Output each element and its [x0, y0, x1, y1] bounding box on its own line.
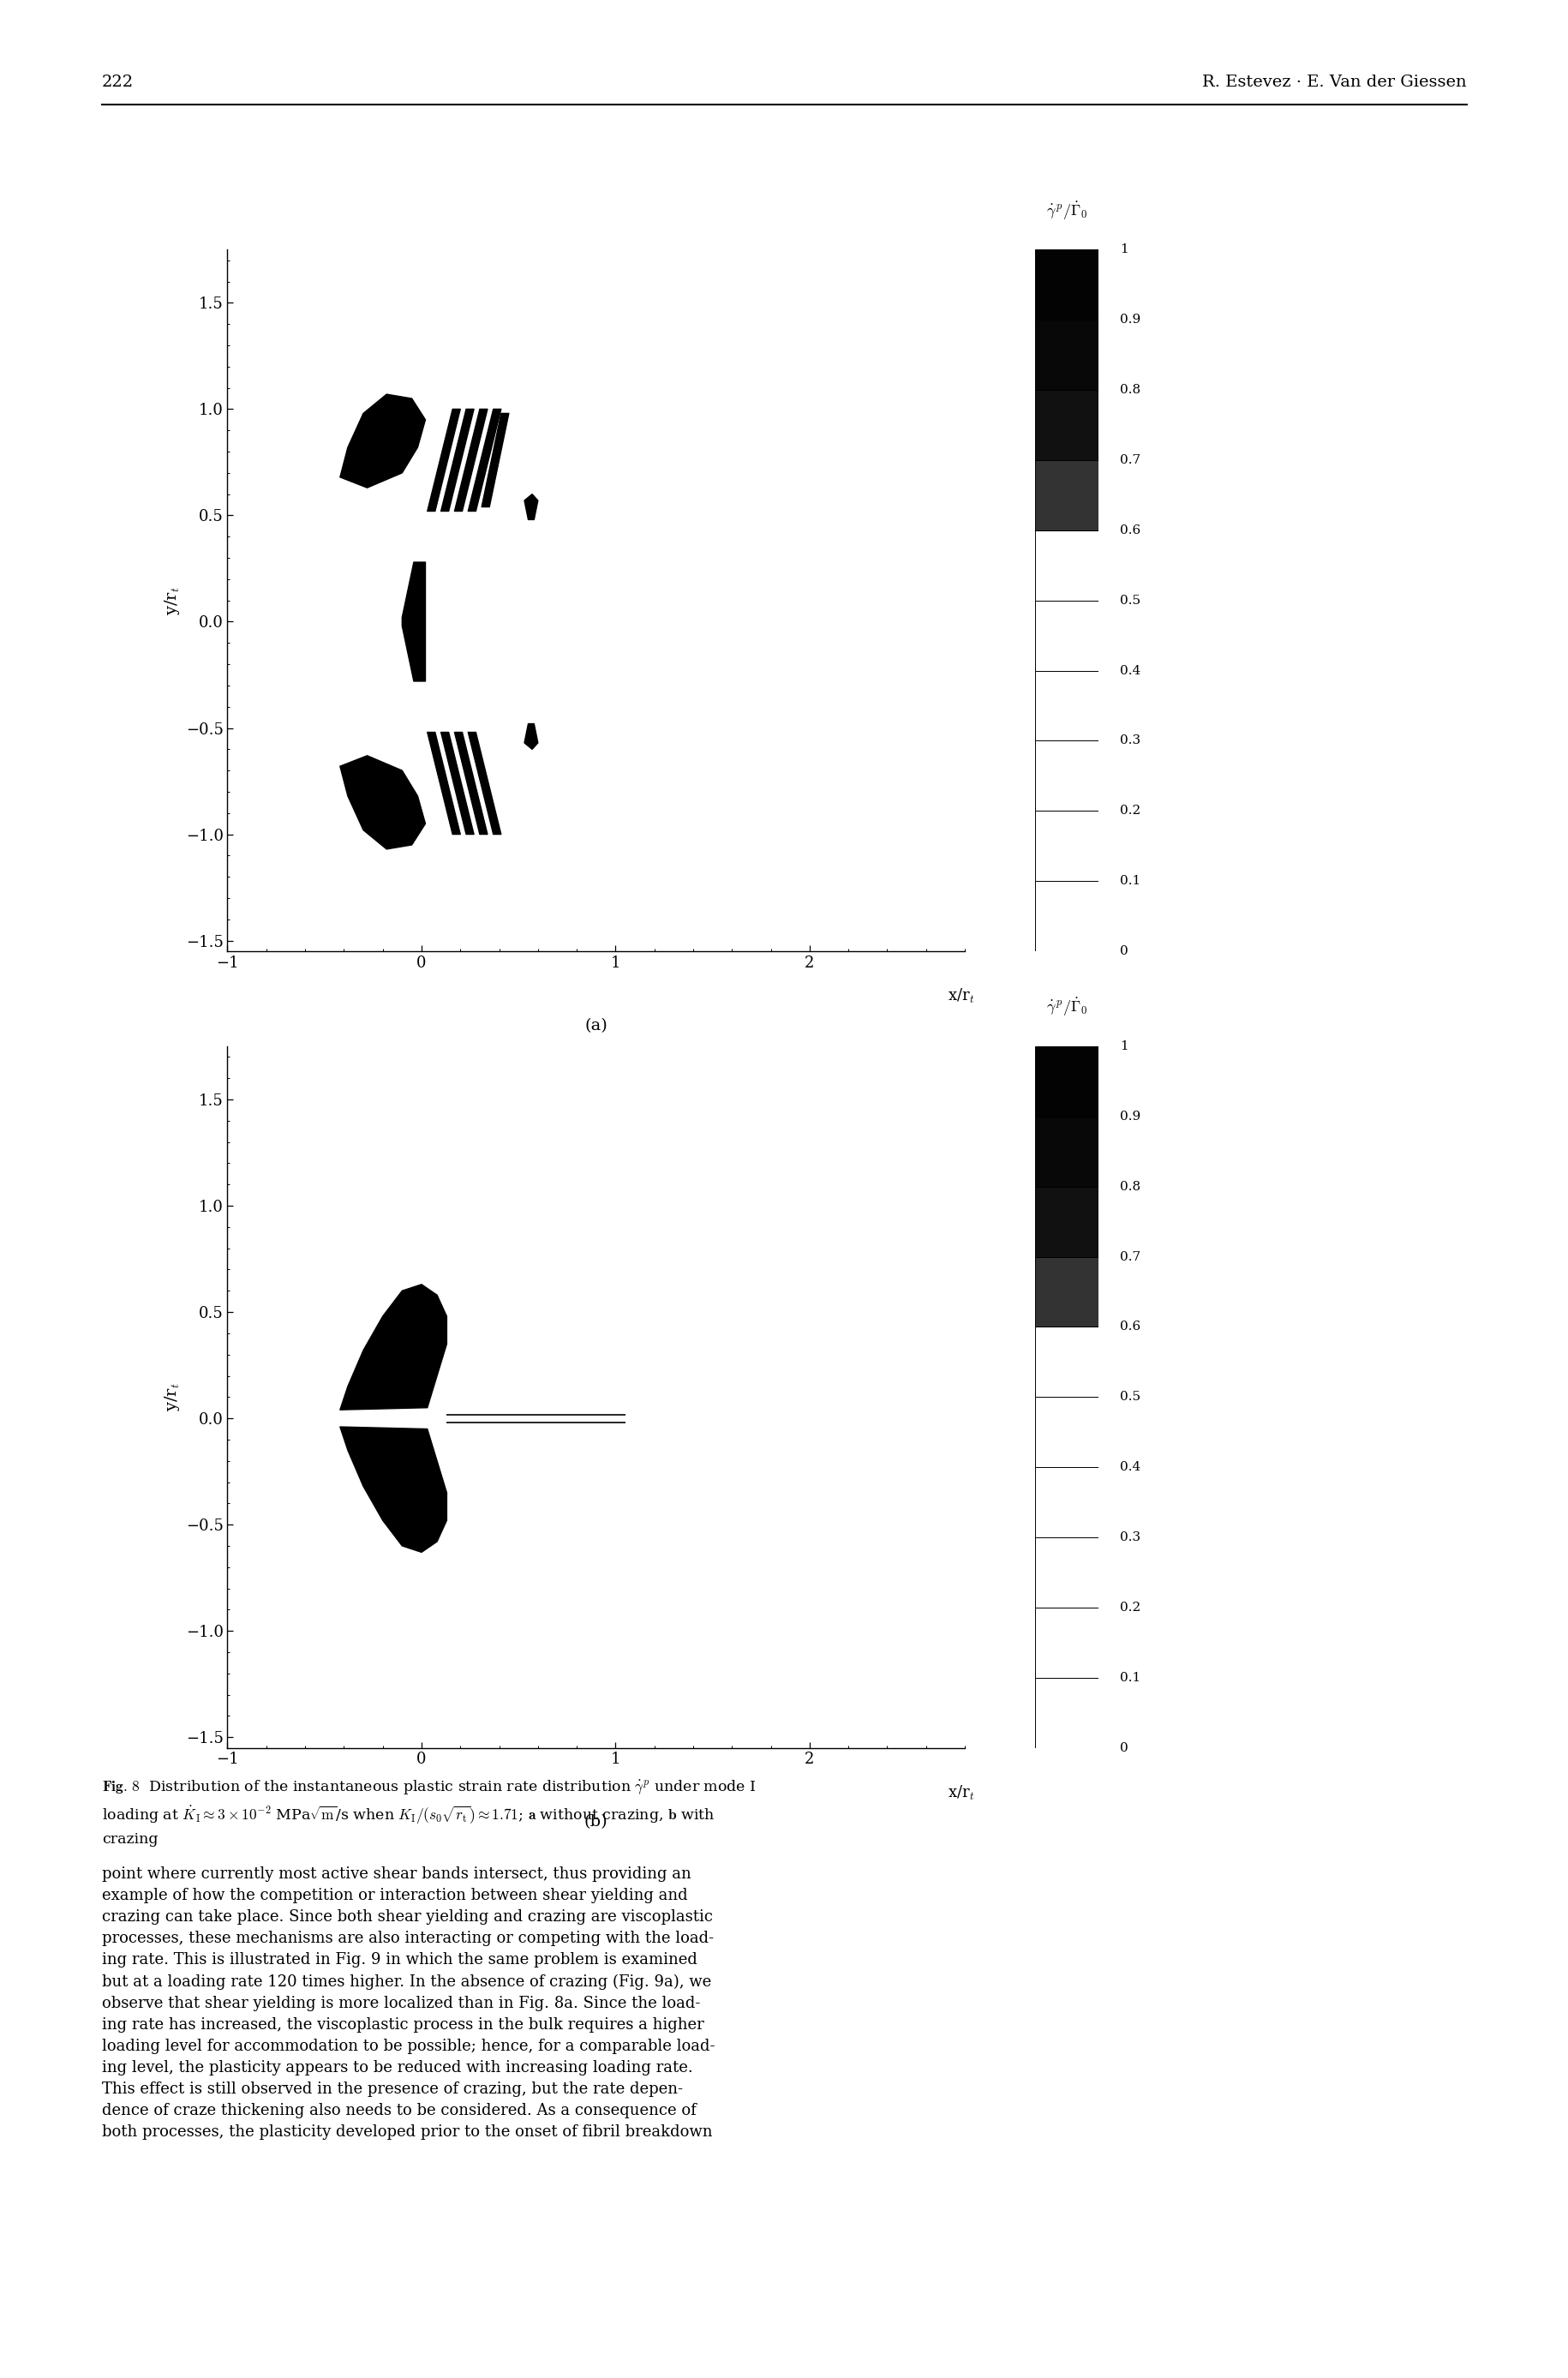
Y-axis label: y/r$_t$: y/r$_t$	[163, 1382, 182, 1413]
Text: 1: 1	[1120, 1039, 1127, 1053]
Bar	[1035, 1256, 1098, 1327]
Bar	[1035, 1187, 1098, 1256]
Text: 0.2: 0.2	[1120, 1600, 1140, 1615]
Bar	[1035, 1467, 1098, 1536]
Bar	[1035, 811, 1098, 882]
Text: 0.6: 0.6	[1120, 523, 1140, 537]
Text: 0.5: 0.5	[1120, 1391, 1140, 1403]
Text: 0: 0	[1120, 944, 1127, 958]
Bar	[1035, 599, 1098, 671]
Text: 0.5: 0.5	[1120, 594, 1140, 606]
Text: 1: 1	[1120, 243, 1127, 257]
Text: 222: 222	[102, 76, 133, 90]
Bar	[1035, 1118, 1098, 1187]
Text: $\dot{\gamma}^{\,p}/\dot{\Gamma}_0$: $\dot{\gamma}^{\,p}/\dot{\Gamma}_0$	[1046, 996, 1087, 1018]
Text: 0.4: 0.4	[1120, 1460, 1140, 1474]
Text: 0.1: 0.1	[1120, 1672, 1140, 1684]
Text: point where currently most active shear bands intersect, thus providing an
examp: point where currently most active shear …	[102, 1867, 715, 2140]
Bar	[1035, 319, 1098, 390]
Bar	[1035, 250, 1098, 321]
Bar	[1035, 742, 1098, 811]
Text: x/r$_t$: x/r$_t$	[947, 1784, 974, 1803]
Text: $\dot{\gamma}^{\,p}/\dot{\Gamma}_0$: $\dot{\gamma}^{\,p}/\dot{\Gamma}_0$	[1046, 200, 1087, 221]
Text: 0.3: 0.3	[1120, 1531, 1140, 1543]
Text: 0.7: 0.7	[1120, 454, 1140, 466]
Text: 0.9: 0.9	[1120, 1111, 1140, 1122]
Text: $\mathbf{Fig.\,8}$  Distribution of the instantaneous plastic strain rate distri: $\mathbf{Fig.\,8}$ Distribution of the i…	[102, 1779, 756, 1845]
Text: R. Estevez · E. Van der Giessen: R. Estevez · E. Van der Giessen	[1201, 76, 1466, 90]
Y-axis label: y/r$_t$: y/r$_t$	[163, 585, 182, 616]
Text: 0.7: 0.7	[1120, 1251, 1140, 1263]
Text: (a): (a)	[585, 1018, 607, 1034]
Bar	[1035, 1396, 1098, 1467]
Text: 0.8: 0.8	[1120, 383, 1140, 397]
Bar	[1035, 530, 1098, 599]
Text: 0.1: 0.1	[1120, 875, 1140, 887]
Bar	[1035, 459, 1098, 530]
Bar	[1035, 1046, 1098, 1115]
Bar	[1035, 1536, 1098, 1608]
Bar	[1035, 1327, 1098, 1396]
Text: 0.2: 0.2	[1120, 804, 1140, 818]
Text: 0.9: 0.9	[1120, 314, 1140, 326]
Text: 0.6: 0.6	[1120, 1320, 1140, 1334]
Text: (b): (b)	[583, 1814, 608, 1831]
Bar	[1035, 882, 1098, 951]
Bar	[1035, 671, 1098, 742]
Text: 0: 0	[1120, 1741, 1127, 1755]
Text: 0.4: 0.4	[1120, 663, 1140, 678]
Text: x/r$_t$: x/r$_t$	[947, 987, 974, 1006]
Text: 0.3: 0.3	[1120, 735, 1140, 747]
Bar	[1035, 1608, 1098, 1679]
Bar	[1035, 390, 1098, 461]
Bar	[1035, 1679, 1098, 1748]
Text: 0.8: 0.8	[1120, 1179, 1140, 1194]
